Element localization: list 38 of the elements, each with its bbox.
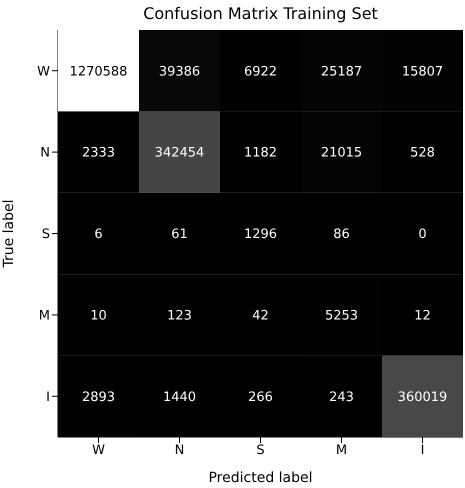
y-tick-label: I xyxy=(46,390,50,405)
x-tick-label: N xyxy=(174,443,184,458)
y-axis-title: True label xyxy=(0,199,17,269)
chart-title: Confusion Matrix Training Set xyxy=(142,4,379,23)
data-label: 42 xyxy=(252,308,269,324)
data-label: 360019 xyxy=(398,390,448,405)
data-label: 1440 xyxy=(162,390,196,405)
y-tick-label: N xyxy=(40,146,50,161)
data-label: 266 xyxy=(248,390,273,405)
data-label: 86 xyxy=(333,227,350,242)
data-label: 2893 xyxy=(82,390,116,405)
data-label: 12 xyxy=(414,308,431,324)
data-label: 21015 xyxy=(320,146,362,161)
x-tick-label: I xyxy=(420,443,424,458)
data-label: 25187 xyxy=(320,64,362,80)
y-tick-label: S xyxy=(42,227,50,242)
x-tick-label: M xyxy=(336,443,348,458)
data-label: 6 xyxy=(94,227,103,242)
data-label: 1270588 xyxy=(70,64,128,80)
data-label: 1296 xyxy=(244,227,278,242)
data-label: 1182 xyxy=(244,146,278,161)
x-tick-label: S xyxy=(256,443,265,458)
data-label: 15807 xyxy=(402,64,444,80)
data-label: 6922 xyxy=(244,64,278,80)
data-label: 123 xyxy=(167,308,192,324)
data-label: 0 xyxy=(418,227,427,242)
x-axis-title: Predicted label xyxy=(208,470,313,486)
x-tick-label: W xyxy=(92,443,106,458)
y-tick-label: W xyxy=(37,64,50,80)
data-label: 528 xyxy=(410,146,435,161)
y-tick-label: M xyxy=(38,308,50,324)
data-label: 39386 xyxy=(158,64,200,80)
data-label: 61 xyxy=(171,227,188,242)
data-label: 5253 xyxy=(324,308,358,324)
data-label: 10 xyxy=(90,308,107,324)
data-label: 342454 xyxy=(154,146,204,161)
data-label: 243 xyxy=(329,390,354,405)
data-label: 2333 xyxy=(82,146,116,161)
